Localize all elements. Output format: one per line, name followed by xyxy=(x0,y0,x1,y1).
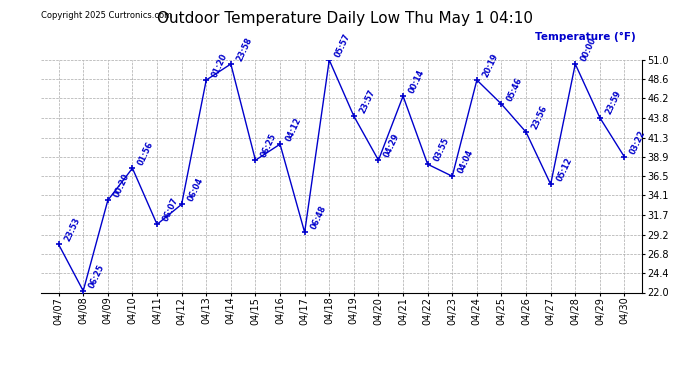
Text: 06:48: 06:48 xyxy=(309,204,328,231)
Text: Copyright 2025 Curtronics.com: Copyright 2025 Curtronics.com xyxy=(41,11,172,20)
Text: 05:12: 05:12 xyxy=(555,156,573,183)
Text: 23:59: 23:59 xyxy=(604,90,623,116)
Text: 03:55: 03:55 xyxy=(432,136,451,163)
Text: 04:29: 04:29 xyxy=(383,132,402,159)
Text: 06:25: 06:25 xyxy=(259,132,279,159)
Text: 06:25: 06:25 xyxy=(88,263,106,290)
Text: 04:04: 04:04 xyxy=(456,148,475,175)
Text: 05:57: 05:57 xyxy=(333,32,352,58)
Text: 00:20: 00:20 xyxy=(112,172,131,199)
Text: 06:04: 06:04 xyxy=(186,176,205,203)
Text: 05:46: 05:46 xyxy=(506,76,524,103)
Text: 23:53: 23:53 xyxy=(63,216,81,243)
Text: 06:07: 06:07 xyxy=(161,196,180,223)
Text: 04:12: 04:12 xyxy=(284,116,303,143)
Text: 01:20: 01:20 xyxy=(210,52,229,79)
Text: 23:58: 23:58 xyxy=(235,36,254,63)
Text: 23:56: 23:56 xyxy=(530,104,549,131)
Text: 03:22: 03:22 xyxy=(629,129,648,156)
Text: 23:57: 23:57 xyxy=(358,88,377,115)
Text: Outdoor Temperature Daily Low Thu May 1 04:10: Outdoor Temperature Daily Low Thu May 1 … xyxy=(157,11,533,26)
Text: 01:56: 01:56 xyxy=(137,140,155,167)
Text: 20:19: 20:19 xyxy=(481,52,500,79)
Text: Temperature (°F): Temperature (°F) xyxy=(535,32,635,42)
Text: 00:14: 00:14 xyxy=(407,68,426,95)
Text: 00:00: 00:00 xyxy=(580,36,598,63)
